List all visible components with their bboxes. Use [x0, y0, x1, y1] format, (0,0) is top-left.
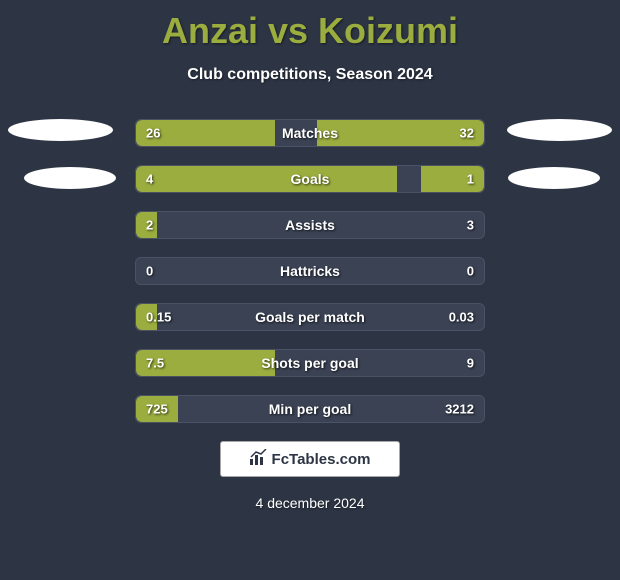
stat-label: Hattricks	[280, 263, 340, 279]
fctables-logo[interactable]: FcTables.com	[220, 441, 400, 477]
player-right-oval-1	[507, 119, 612, 141]
chart-icon	[250, 449, 268, 469]
stat-value-left: 7.5	[146, 356, 164, 371]
player-left-oval-2	[24, 167, 116, 189]
comparison-subtitle: Club competitions, Season 2024	[0, 66, 620, 84]
stat-row: 0.15 Goals per match 0.03	[135, 303, 485, 331]
stat-value-right: 3212	[445, 402, 474, 417]
stat-value-left: 0.15	[146, 310, 171, 325]
stat-label: Goals per match	[255, 309, 365, 325]
stat-row: 26 Matches 32	[135, 119, 485, 147]
stat-row: 7.5 Shots per goal 9	[135, 349, 485, 377]
stat-value-right: 9	[467, 356, 474, 371]
bars-container: 26 Matches 32 4 Goals 1 2 Assists 3 0 Hattricks 0 0.…	[135, 119, 485, 423]
stat-row: 725 Min per goal 3212	[135, 395, 485, 423]
stat-value-left: 26	[146, 126, 160, 141]
stat-value-right: 0	[467, 264, 474, 279]
stat-bar-left	[136, 166, 397, 192]
stat-value-right: 0.03	[449, 310, 474, 325]
stat-row: 0 Hattricks 0	[135, 257, 485, 285]
stat-row: 2 Assists 3	[135, 211, 485, 239]
chart-area: 26 Matches 32 4 Goals 1 2 Assists 3 0 Hattricks 0 0.…	[0, 119, 620, 423]
stat-value-left: 0	[146, 264, 153, 279]
stat-value-right: 1	[467, 172, 474, 187]
stat-label: Shots per goal	[261, 355, 358, 371]
stat-label: Assists	[285, 217, 335, 233]
player-right-oval-2	[508, 167, 600, 189]
stat-value-left: 2	[146, 218, 153, 233]
stat-value-right: 3	[467, 218, 474, 233]
stat-value-left: 4	[146, 172, 153, 187]
stat-value-right: 32	[460, 126, 474, 141]
stat-label: Matches	[282, 125, 338, 141]
stat-value-left: 725	[146, 402, 168, 417]
stat-label: Goals	[291, 171, 330, 187]
stat-row: 4 Goals 1	[135, 165, 485, 193]
logo-text: FcTables.com	[272, 451, 371, 468]
player-left-oval-1	[8, 119, 113, 141]
comparison-date: 4 december 2024	[0, 495, 620, 511]
stat-label: Min per goal	[269, 401, 351, 417]
comparison-title: Anzai vs Koizumi	[0, 0, 620, 52]
stat-bar-right	[421, 166, 484, 192]
